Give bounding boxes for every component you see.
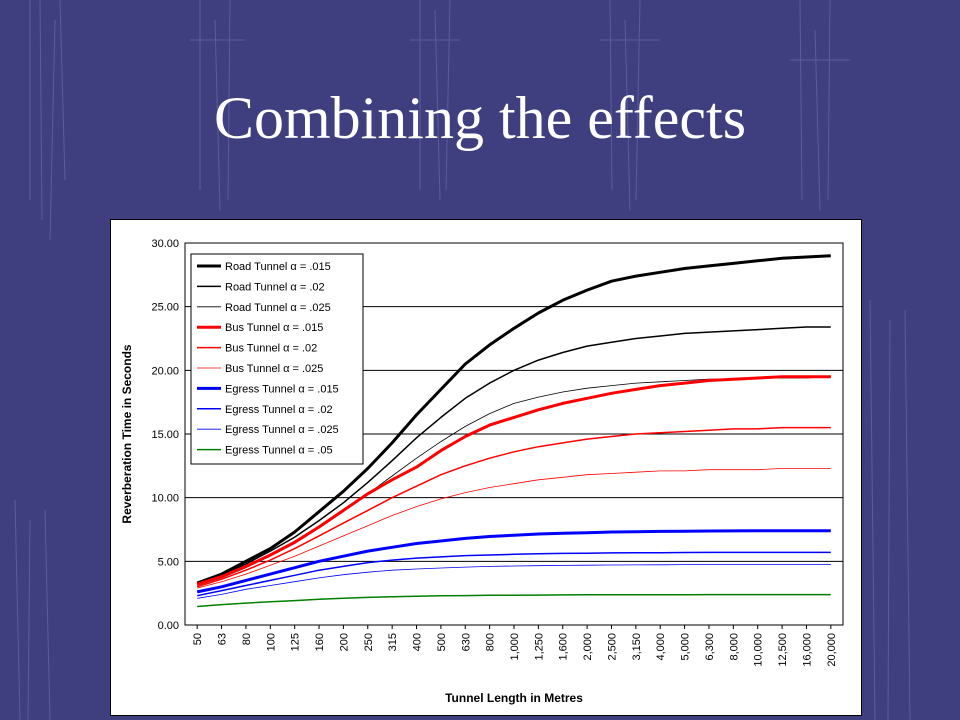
series-line-3 [196,375,831,586]
chart-panel: 0.00 5.00 10.00 15.00 20.00 25.00 30.00 50 63 80 1… [110,219,862,716]
x-tick-label: 100 [265,633,277,651]
x-tick-label: 2,000 [582,633,594,661]
legend-label: Bus Tunnel α = .025 [225,363,323,375]
legend-label: Road Tunnel α = .025 [225,302,331,314]
x-tick-label: 63 [217,633,229,645]
legend-label: Bus Tunnel α = .015 [225,322,323,334]
series-line-1 [196,326,831,586]
x-tick-label: 200 [338,633,350,651]
y-tick-label: 20.00 [151,365,179,377]
x-tick-label: 2,500 [606,633,618,661]
legend-label: Road Tunnel α = .02 [225,281,325,293]
y-tick-label: 15.00 [151,429,179,441]
y-tick-label: 5.00 [158,556,179,568]
x-tick-label: 315 [387,633,399,651]
series-line-4 [196,426,831,588]
x-tick-label: 1,600 [558,633,570,661]
x-tick-label: 3,150 [631,633,643,661]
legend-label: Road Tunnel α = .015 [225,261,331,273]
series-line-9 [197,593,831,608]
x-tick-label: 400 [412,633,424,651]
x-tick-label: 16,000 [801,633,813,667]
x-tick-label: 6,300 [704,633,716,661]
x-tick-label: 12,500 [777,633,789,667]
y-axis-title: Reverberation Time in Seconds [120,344,134,523]
x-tick-label: 160 [314,633,326,651]
x-tick-label: 800 [485,633,497,651]
series-line-0 [196,254,831,585]
x-tick-label: 80 [241,633,253,645]
legend-label: Egress Tunnel α = .05 [225,445,333,457]
legend-label: Bus Tunnel α = .02 [225,343,317,355]
x-tick-label: 20,000 [826,633,838,667]
x-tick-label: 1,000 [509,633,521,661]
x-tick-label: 50 [192,633,204,645]
x-tick-label: 5,000 [680,633,692,661]
x-tick-label: 4,000 [655,633,667,661]
series-line-5 [197,467,831,589]
slide-title: Combining the effects [213,85,747,151]
y-tick-label: 0.00 [158,620,179,632]
x-axis-title: Tunnel Length in Metres [445,691,583,705]
x-tick-label: 630 [460,633,472,651]
series-line-8 [197,564,831,599]
legend-label: Egress Tunnel α = .02 [225,404,333,416]
reverberation-chart: 0.00 5.00 10.00 15.00 20.00 25.00 30.00 50 63 80 1… [120,238,844,705]
legend-label: Egress Tunnel α = .025 [225,424,339,436]
series-line-7 [197,551,831,597]
legend-label: Egress Tunnel α = .015 [225,383,339,395]
y-tick-label: 30.00 [151,238,179,250]
x-tick-label: 10,000 [753,633,765,667]
x-tick-label: 500 [436,633,448,651]
series-line-6 [196,529,831,594]
y-tick-label: 10.00 [151,493,179,505]
y-tick-label: 25.00 [151,302,179,314]
x-tick-label: 8,000 [728,633,740,661]
x-tick-label: 125 [290,633,302,651]
x-tick-label: 1,250 [533,633,545,661]
x-tick-label: 250 [363,633,375,651]
